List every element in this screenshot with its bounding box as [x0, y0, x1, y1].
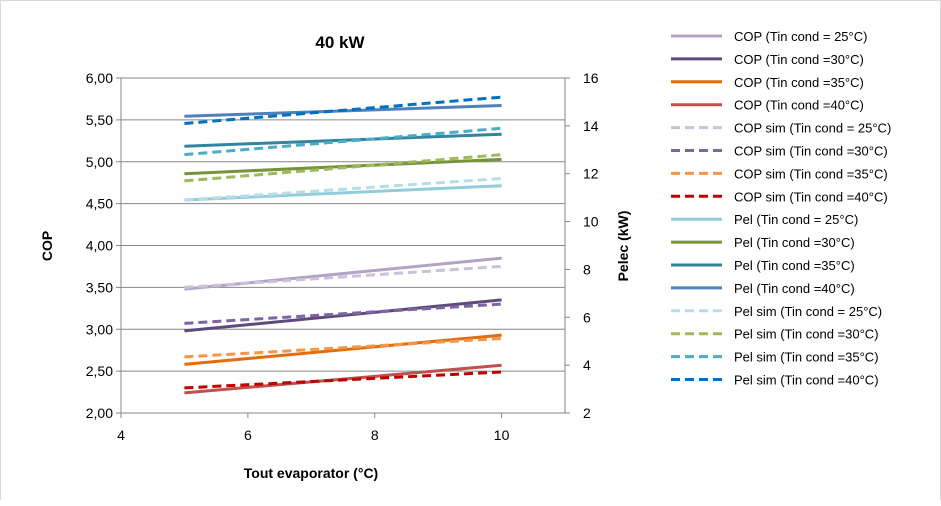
x-tick-label: 4: [117, 427, 125, 443]
tick-labels: 2,00 2,50 3,00 3,50 4,00 4,50 5,00 5,50 6,00 2 4 6 8…: [86, 70, 599, 443]
series-lines: [184, 95, 502, 395]
legend-label: COP (Tin cond =30°C): [734, 52, 864, 67]
legend-label: COP sim (Tin cond =35°C): [734, 166, 888, 181]
y2-tick-label: 2: [583, 405, 591, 421]
gridlines: [121, 77, 565, 372]
legend-label: Pel sim (Tin cond =30°C): [734, 327, 879, 342]
legend: COP (Tin cond = 25°C) COP (Tin cond =30°C…: [671, 29, 891, 388]
y2-axis-label: Pelec (kW): [615, 211, 631, 282]
series-line: [184, 153, 502, 183]
y2-tick-label: 12: [583, 166, 599, 182]
legend-label: COP sim (Tin cond =30°C): [734, 144, 888, 159]
y-axis-label: COP: [39, 231, 55, 261]
y-tick-label: 4,50: [86, 196, 113, 212]
x-tick-label: 6: [244, 427, 252, 443]
axes: [116, 77, 570, 418]
legend-label: COP sim (Tin cond =40°C): [734, 189, 888, 204]
y-tick-label: 3,00: [86, 321, 113, 337]
y-tick-label: 2,00: [86, 405, 113, 421]
chart-title: 40 kW: [315, 33, 365, 52]
y2-tick-label: 4: [583, 357, 591, 373]
legend-label: Pel sim (Tin cond = 25°C): [734, 304, 882, 319]
series-line: [184, 302, 502, 325]
x-axis-label: Tout evaporator (°C): [244, 465, 378, 481]
legend-label: COP (Tin cond = 25°C): [734, 29, 867, 44]
series-line: [184, 370, 502, 390]
legend-label: Pel (Tin cond =40°C): [734, 281, 855, 296]
series-line: [184, 126, 502, 157]
y-tick-label: 3,50: [86, 279, 113, 295]
y2-tick-label: 10: [583, 214, 599, 230]
series-line: [184, 184, 502, 202]
legend-label: COP (Tin cond =40°C): [734, 98, 864, 113]
series-line: [184, 177, 502, 202]
legend-label: Pel (Tin cond =30°C): [734, 235, 855, 250]
y-tick-label: 5,50: [86, 112, 113, 128]
x-tick-label: 8: [371, 427, 379, 443]
legend-label: COP (Tin cond =35°C): [734, 75, 864, 90]
series-line: [184, 256, 502, 291]
series-line: [184, 264, 502, 289]
y2-tick-label: 16: [583, 70, 599, 86]
series-line: [184, 337, 502, 359]
series-line: [184, 95, 502, 125]
series-line: [184, 333, 502, 366]
y2-tick-label: 8: [583, 261, 591, 277]
y2-tick-label: 14: [583, 118, 599, 134]
y-tick-label: 5,00: [86, 154, 113, 170]
legend-label: Pel (Tin cond = 25°C): [734, 212, 858, 227]
legend-label: Pel sim (Tin cond =35°C): [734, 350, 879, 365]
series-line: [184, 298, 502, 333]
y2-tick-label: 6: [583, 309, 591, 325]
legend-label: COP sim (Tin cond = 25°C): [734, 121, 891, 136]
x-tick-label: 10: [494, 427, 510, 443]
y-tick-label: 4,00: [86, 238, 113, 254]
legend-label: Pel (Tin cond =35°C): [734, 258, 855, 273]
y-tick-label: 2,50: [86, 363, 113, 379]
legend-label: Pel sim (Tin cond =40°C): [734, 373, 879, 388]
y-tick-label: 6,00: [86, 70, 113, 86]
